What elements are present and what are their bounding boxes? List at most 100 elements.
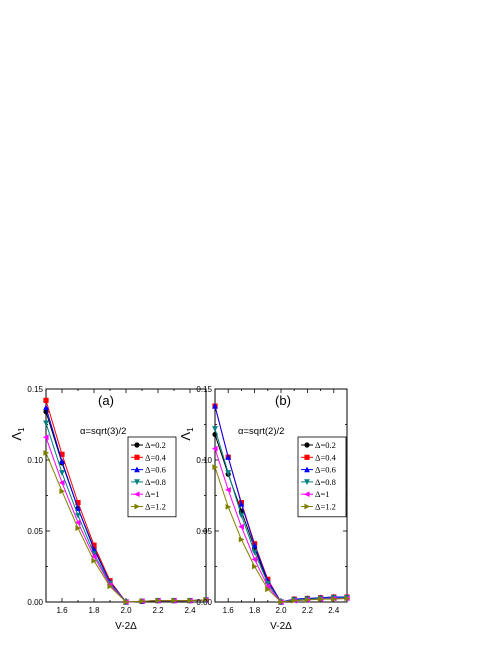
x-axis-title: V-2Δ: [115, 621, 137, 632]
data-point: [91, 557, 98, 564]
y-tick-label: 0.10: [196, 456, 212, 465]
data-point: [318, 596, 324, 603]
legend-label: Δ=0.2: [315, 440, 336, 450]
data-point: [291, 597, 298, 604]
data-point: [155, 597, 162, 604]
x-tick-label: 2.2: [152, 606, 164, 615]
data-point: [251, 542, 258, 548]
x-tick-label: 2.0: [120, 606, 132, 615]
data-point: [59, 470, 65, 476]
data-point: [91, 542, 97, 548]
data-point: [211, 445, 218, 452]
legend-label: Δ=0.8: [315, 477, 336, 487]
data-point: [251, 556, 258, 563]
legend-marker: [134, 442, 140, 448]
data-point: [42, 434, 49, 441]
data-point: [212, 426, 218, 432]
y-axis-title: Λ1: [178, 427, 195, 441]
data-point: [264, 583, 271, 590]
series-line: [45, 452, 207, 603]
legend-label: Δ=1: [315, 489, 330, 499]
x-tick-label: 1.8: [88, 606, 100, 615]
data-point: [43, 404, 49, 411]
y-axis-title-main: Λ: [9, 432, 24, 441]
data-point: [43, 397, 49, 403]
series-4: [43, 420, 209, 606]
data-point: [187, 597, 194, 604]
data-point: [90, 553, 97, 560]
data-point: [212, 464, 219, 470]
legend-marker: [134, 466, 140, 473]
data-point: [225, 470, 232, 476]
data-point: [123, 599, 130, 605]
x-tick-label: 2.4: [328, 606, 340, 615]
y-tick-label: 0.15: [196, 385, 212, 394]
legend-marker: [304, 466, 310, 473]
data-point: [43, 420, 49, 427]
data-point: [75, 512, 81, 519]
data-point: [344, 595, 351, 602]
legend: Δ=0.2 Δ=0.4 Δ=0.6 Δ=0.8 Δ=1 Δ=1.2: [297, 436, 347, 518]
series-line: [45, 437, 207, 603]
legend-label: Δ=1.2: [145, 502, 166, 512]
y-tick-label: 0.05: [196, 527, 212, 536]
data-point: [252, 563, 258, 570]
y-axis-title-main: Λ: [178, 432, 193, 441]
data-point: [75, 500, 81, 506]
data-point: [59, 458, 65, 465]
data-point: [265, 586, 271, 593]
x-tick-label: 1.6: [223, 606, 235, 615]
legend-marker: [304, 503, 311, 510]
data-point: [59, 488, 66, 495]
legend: Δ=0.2 Δ=0.4 Δ=0.6 Δ=0.8 Δ=1 Δ=1.2: [127, 436, 177, 518]
panel-label: (b): [275, 393, 291, 408]
data-point: [74, 519, 81, 526]
y-tick-label: 0.05: [27, 527, 43, 536]
data-point: [238, 500, 245, 507]
legend-box: [127, 436, 177, 518]
series-6: [43, 450, 210, 605]
x-tick-label: 2.0: [275, 606, 287, 615]
legend-label: Δ=1: [145, 489, 160, 499]
data-point: [75, 525, 82, 532]
y-tick-label: 0.00: [196, 598, 212, 607]
legend-label: Δ=1.2: [315, 502, 336, 512]
legend-label: Δ=0.4: [315, 452, 337, 462]
x-axis-title: V-2Δ: [270, 621, 292, 632]
y-tick-label: 0.10: [27, 456, 43, 465]
data-point: [304, 597, 311, 603]
chart-panel-a: 1.6 1.8 2.0 2.2 2.40.000.050.100.15V-2ΔΛ1(a)…: [9, 385, 210, 632]
legend-box: [297, 436, 347, 518]
x-tick-label: 1.6: [56, 606, 68, 615]
data-point: [238, 536, 245, 543]
data-point: [43, 450, 50, 456]
x-tick-label: 2.2: [302, 606, 314, 615]
y-axis-title: Λ1: [9, 427, 26, 441]
legend-label: Δ=0.6: [315, 465, 336, 475]
legend-marker: [303, 491, 310, 498]
data-point: [225, 504, 232, 510]
series-5: [42, 434, 209, 605]
parameter-annotation: α=sqrt(3)/2: [80, 426, 126, 437]
y-tick-label: 0.00: [27, 598, 43, 607]
data-point: [58, 479, 65, 486]
y-axis-title-sub: 1: [186, 427, 195, 432]
data-point: [139, 598, 146, 605]
y-tick-label: 0.15: [27, 385, 43, 394]
legend-marker: [134, 454, 140, 460]
legend-marker: [304, 479, 310, 486]
data-point: [212, 402, 218, 409]
data-point: [251, 549, 258, 556]
y-axis-title-sub: 1: [17, 427, 26, 432]
x-tick-label: 1.8: [249, 606, 261, 615]
data-point: [331, 596, 337, 603]
series-6: [212, 464, 351, 605]
data-point: [171, 597, 178, 604]
legend-marker: [304, 454, 310, 460]
legend-label: Δ=0.4: [145, 452, 167, 462]
legend-label: Δ=0.8: [145, 477, 166, 487]
data-point: [238, 523, 244, 530]
data-point: [278, 599, 285, 605]
x-tick-label: 2.4: [184, 606, 196, 615]
legend-label: Δ=0.6: [145, 465, 166, 475]
